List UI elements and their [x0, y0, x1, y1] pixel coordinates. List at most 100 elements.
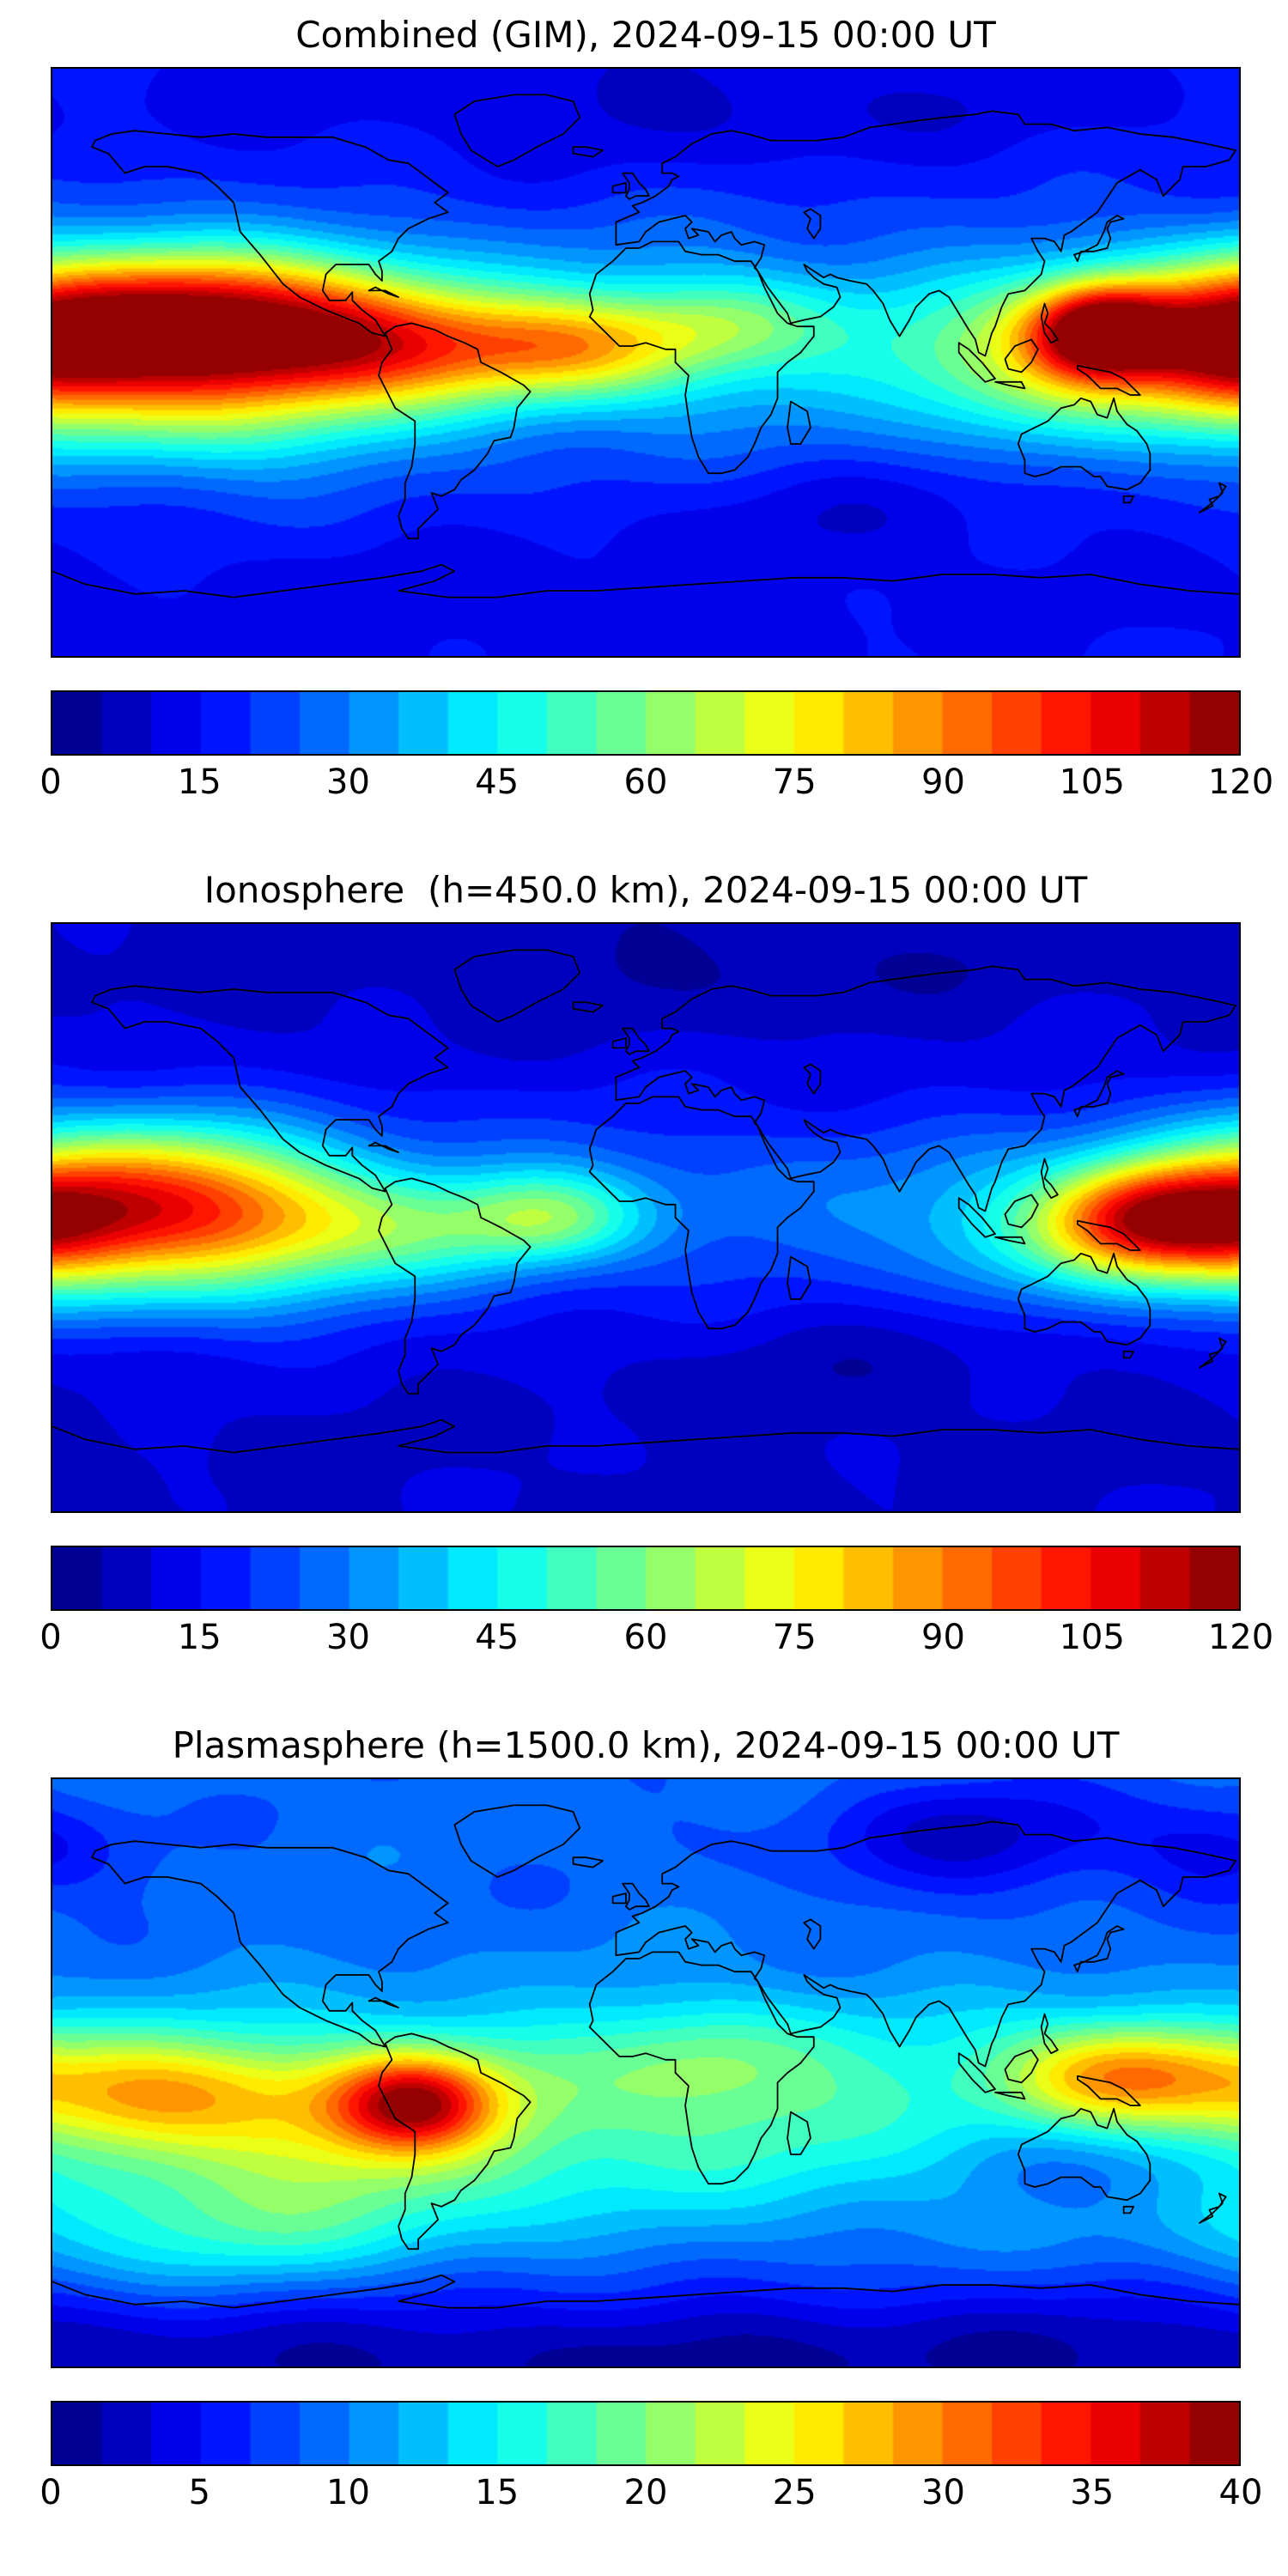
colorbar-tick-label: 30 — [921, 2473, 965, 2512]
coastline-path — [1124, 2207, 1134, 2214]
coastline-path — [1005, 2050, 1037, 2082]
panel-plasmasphere: Plasmasphere (h=1500.0 km), 2024-09-15 0… — [0, 1710, 1288, 2518]
coastline-path — [92, 131, 448, 336]
colorbar-ticks: 0 15 30 45 60 75 90 105 120 — [39, 1616, 1273, 1662]
tec-map — [51, 922, 1241, 1513]
colorbar-canvas — [52, 1547, 1239, 1609]
colorbar-tick-label: 60 — [623, 762, 668, 802]
colorbar-ticks: 0 15 30 45 60 75 90 105 120 — [39, 761, 1273, 807]
coastline-path — [787, 402, 811, 444]
coastline-path — [1200, 1339, 1226, 1368]
colorbar-ticks: 0 5 10 15 20 25 30 35 40 — [39, 2471, 1262, 2518]
colorbar-tick-label: 15 — [475, 2473, 519, 2512]
tec-map-canvas — [52, 924, 1239, 1511]
panel-title: Plasmasphere (h=1500.0 km), 2024-09-15 0… — [172, 1724, 1120, 1766]
coastline-path — [454, 94, 580, 167]
coastline-path — [1018, 1254, 1151, 1345]
coastline-path — [574, 1002, 604, 1012]
tec-map-canvas — [52, 69, 1239, 656]
colorbar — [51, 2401, 1241, 2466]
coastline-path — [454, 1805, 580, 1877]
coastline-path — [1074, 1926, 1124, 1971]
coastline-path — [92, 1841, 448, 2046]
colorbar-tick-label: 0 — [39, 2473, 62, 2512]
tec-map — [51, 67, 1241, 658]
coastline-path — [804, 1919, 820, 1948]
colorbar — [51, 1546, 1241, 1611]
colorbar-tick-label: 60 — [623, 1618, 668, 1657]
coastline-path — [613, 183, 626, 192]
coastline-path — [804, 1064, 820, 1093]
coastline-path — [590, 1952, 814, 2184]
colorbar-tick-label: 120 — [1207, 1618, 1274, 1657]
colorbar-tick-label: 25 — [772, 2473, 817, 2512]
coastline-path — [959, 2053, 995, 2093]
coastline-path — [52, 2275, 1239, 2308]
colorbar-tick-label: 0 — [39, 1618, 62, 1657]
colorbar-tick-label: 90 — [921, 762, 965, 802]
coastline-path — [1200, 483, 1226, 513]
coastline-path — [959, 1198, 995, 1237]
colorbar-tick-label: 30 — [326, 762, 370, 802]
coastline-path — [1078, 366, 1140, 395]
colorbar-tick-label: 45 — [475, 1618, 519, 1657]
coastline-path — [379, 1178, 531, 1394]
coastline-path — [623, 1029, 649, 1054]
colorbar-tick-label: 0 — [39, 762, 62, 802]
coastline-path — [1042, 304, 1058, 343]
colorbar-canvas — [52, 692, 1239, 754]
coastline-path — [1005, 339, 1037, 372]
coastline-path — [369, 1143, 399, 1152]
colorbar-tick-label: 20 — [623, 2473, 668, 2512]
coastline-path — [379, 323, 531, 538]
panel-ionosphere: Ionosphere (h=450.0 km), 2024-09-15 00:0… — [0, 855, 1288, 1662]
coastline-path — [1124, 496, 1134, 503]
coastline-path — [1018, 398, 1151, 489]
coastline-path — [613, 1038, 626, 1048]
coastline-path — [787, 1257, 811, 1299]
colorbar-tick-label: 105 — [1059, 762, 1125, 802]
tec-map-canvas — [52, 1779, 1239, 2366]
panel-combined: Combined (GIM), 2024-09-15 00:00 UT 0 15 3… — [0, 0, 1288, 807]
colorbar-tick-label: 75 — [772, 1618, 817, 1657]
coastline-path — [590, 241, 814, 473]
coastline-path — [1005, 1194, 1037, 1227]
coastline-path — [590, 1097, 814, 1328]
coastline-overlay — [52, 1779, 1239, 2366]
coastline-path — [1078, 2076, 1140, 2105]
coastline-path — [1074, 1071, 1124, 1116]
colorbar-tick-label: 75 — [772, 762, 817, 802]
colorbar-tick-label: 105 — [1059, 1618, 1125, 1657]
coastline-path — [52, 565, 1239, 598]
coastline-path — [92, 986, 448, 1191]
coastline-path — [1124, 1352, 1134, 1358]
coastline-path — [1074, 216, 1124, 261]
colorbar-tick-label: 35 — [1070, 2473, 1115, 2512]
coastline-path — [804, 209, 820, 238]
coastline-path — [574, 147, 604, 156]
coastline-path — [613, 1893, 626, 1903]
coastline-path — [623, 173, 649, 199]
coastline-path — [995, 2093, 1025, 2099]
coastline-path — [787, 2112, 811, 2154]
panel-title: Combined (GIM), 2024-09-15 00:00 UT — [295, 14, 996, 56]
coastline-path — [369, 288, 399, 297]
colorbar-tick-label: 30 — [326, 1618, 370, 1657]
coastline-path — [616, 966, 1236, 1211]
colorbar-canvas — [52, 2403, 1239, 2464]
coastline-path — [623, 1884, 649, 1910]
coastline-path — [616, 1821, 1236, 2066]
coastline-overlay — [52, 69, 1239, 656]
coastline-path — [995, 1237, 1025, 1244]
coastline-path — [52, 1420, 1239, 1453]
colorbar — [51, 690, 1241, 756]
coastline-path — [616, 111, 1236, 355]
coastline-path — [1042, 1159, 1058, 1199]
coastline-path — [574, 1857, 604, 1867]
colorbar-tick-label: 5 — [188, 2473, 210, 2512]
colorbar-tick-label: 10 — [326, 2473, 370, 2512]
colorbar-tick-label: 120 — [1207, 762, 1274, 802]
coastline-path — [1018, 2109, 1151, 2200]
coastline-path — [369, 1998, 399, 2008]
coastline-path — [1200, 2194, 1226, 2223]
